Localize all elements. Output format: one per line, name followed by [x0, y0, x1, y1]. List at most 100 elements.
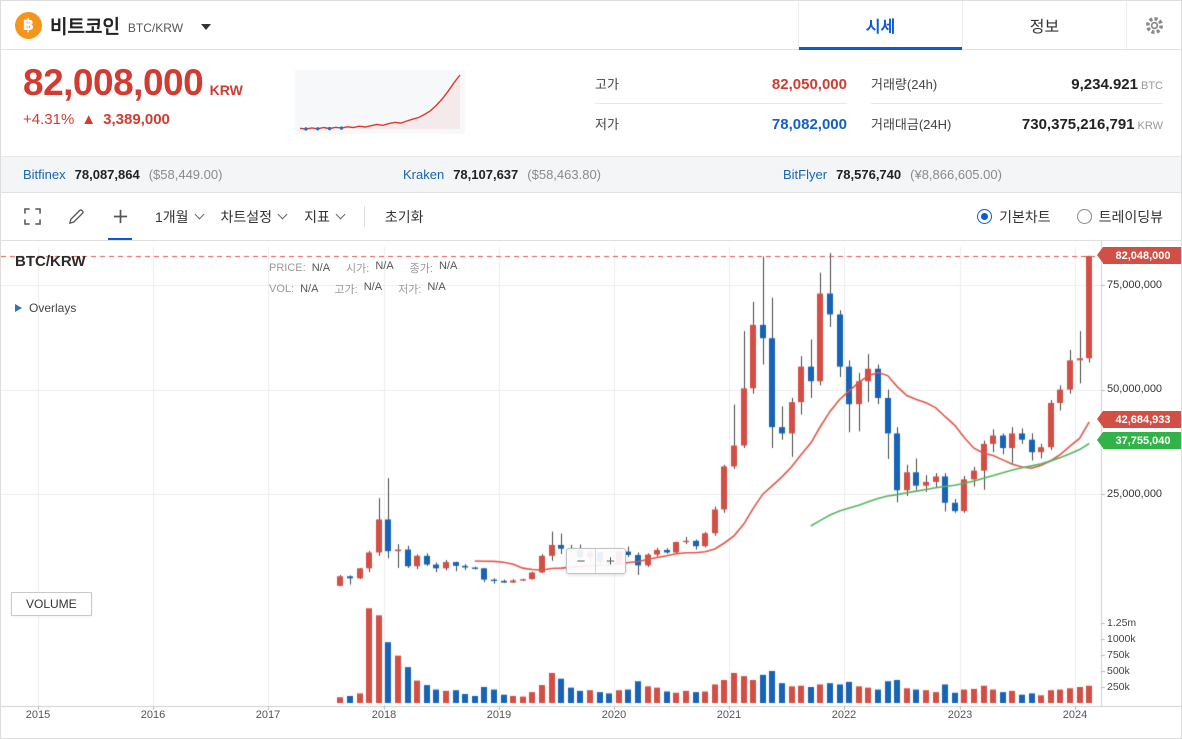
basic-chart-radio[interactable]: 기본차트 [977, 207, 1051, 227]
overlays-toggle[interactable]: Overlays [15, 301, 76, 315]
x-axis-label: 2016 [140, 709, 166, 721]
currency-unit: KRW [209, 82, 243, 98]
reset-label: 초기화 [384, 208, 424, 225]
exchange-name: BitFlyer [783, 167, 828, 182]
volume-column: 거래량(24h) 9,234.921 BTC 거래대금(24H) 730,375,… [871, 64, 1163, 143]
chevron-down-icon [194, 209, 204, 220]
high-price-row: 고가 82,050,000 [595, 64, 847, 104]
chart-settings-label: 차트설정 [220, 208, 273, 225]
legend-vol-value: N/A [300, 282, 319, 295]
market-stats: 고가 82,050,000 저가 78,082,000 거래량(24h) 9,2… [595, 64, 1181, 143]
exchange-price: 78,087,864 [74, 167, 140, 182]
legend-low-key: 저가: [398, 283, 422, 296]
period-dropdown[interactable]: 1개월 [155, 193, 204, 240]
legend-open-key: 시가: [346, 262, 370, 275]
y-axis-label: 50,000,000 [1107, 383, 1163, 395]
candlestick-chart-canvas[interactable] [1, 241, 1181, 738]
volume-label: 거래량(24h) [871, 77, 938, 92]
legend-close-key: 종가: [409, 262, 433, 275]
legend-low-value: N/A [427, 280, 446, 293]
tab-price-label: 시세 [865, 19, 896, 36]
reset-button[interactable]: 초기화 [385, 193, 424, 240]
exchange-name: Kraken [403, 167, 445, 182]
exchange-converted: (¥8,866,605.00) [910, 167, 1002, 182]
coin-selector[interactable]: ฿ 비트코인 BTC/KRW [1, 1, 798, 49]
exchange-bitflyer: BitFlyer 78,576,740 (¥8,866,605.00) [783, 167, 1163, 182]
coin-name: 비트코인 [50, 16, 120, 38]
overlays-label: Overlays [29, 301, 77, 315]
chevron-down-icon [201, 23, 212, 30]
legend-high-value: N/A [363, 280, 383, 293]
change-amount: 3,389,000 [103, 111, 170, 128]
turnover-24h-row: 거래대금(24H) 730,375,216,791 KRW [871, 104, 1163, 143]
chart-toolbar: 1개월 차트설정 지표 초기화 기본차트 트레이딩뷰 [1, 193, 1181, 241]
up-arrow-icon: ▲ [81, 111, 97, 128]
tab-info[interactable]: 정보 [962, 1, 1126, 49]
volume-24h-row: 거래량(24h) 9,234.921 BTC [871, 64, 1163, 104]
chart-settings-dropdown[interactable]: 차트설정 [220, 193, 288, 240]
current-price-block: 82,008,000 KRW +4.31% ▲ 3,389,000 [23, 62, 243, 128]
x-axis-label: 2023 [947, 709, 973, 721]
ohlc-legend: PRICE: N/A 시가: N/A 종가: N/A VOL: N/A 고가: N/A 저… [269, 257, 473, 299]
tradingview-radio[interactable]: 트레이딩뷰 [1076, 207, 1163, 227]
low-value: 78,082,000 [771, 116, 847, 133]
zoom-out-button[interactable]: − [567, 549, 596, 573]
volume-axis-label: 1000k [1107, 633, 1136, 645]
high-value: 82,050,000 [771, 76, 847, 93]
exchange-kraken: Kraken 78,107,637 ($58,463.80) [403, 167, 783, 182]
chart-symbol: BTC/KRW [15, 253, 86, 270]
chevron-down-icon [277, 209, 288, 220]
legend-price-value: N/A [311, 261, 331, 274]
price-section: 82,008,000 KRW +4.31% ▲ 3,389,000 고가 82,… [1, 50, 1181, 156]
volume-value: 9,234.921 BTC [1071, 76, 1163, 93]
chart-zoom-control: − + [566, 548, 626, 574]
current-price: 82,008,000 [23, 62, 204, 103]
x-axis-label: 2021 [716, 709, 742, 721]
fullscreen-button[interactable] [15, 193, 49, 240]
exchange-converted: ($58,449.00) [148, 167, 223, 182]
volume-pane-label: VOLUME [11, 592, 92, 616]
turnover-label: 거래대금(24H) [871, 117, 952, 132]
x-axis-label: 2017 [255, 709, 281, 721]
exchange-name: Bitfinex [23, 167, 66, 182]
ma-green-badge: 37,755,040 [1097, 432, 1181, 449]
y-axis-label: 25,000,000 [1107, 488, 1163, 500]
high-low-column: 고가 82,050,000 저가 78,082,000 [595, 64, 847, 143]
volume-axis-label: 250k [1107, 681, 1130, 693]
radio-icon [1076, 209, 1092, 224]
chevron-down-icon [335, 209, 346, 220]
zoom-in-button[interactable]: + [606, 552, 615, 570]
volume-unit: BTC [1141, 80, 1163, 92]
radio-selected-icon [977, 209, 993, 224]
volume-axis-label: 1.25m [1107, 617, 1137, 629]
gear-icon [1145, 16, 1163, 34]
price-change: +4.31% ▲ 3,389,000 [23, 111, 243, 128]
exchange-price: 78,576,740 [836, 167, 902, 182]
legend-close-value: N/A [438, 259, 458, 272]
x-axis-label: 2019 [486, 709, 512, 721]
turnover-unit: KRW [1137, 120, 1163, 132]
exchange-converted: ($58,463.80) [527, 167, 602, 182]
legend-open-value: N/A [375, 259, 394, 272]
draw-button[interactable] [59, 193, 93, 240]
chart-area: BTC/KRW Overlays PRICE: N/A 시가: N/A 종가: N/A… [1, 241, 1181, 738]
indicators-label: 지표 [304, 208, 330, 225]
legend-price-key: PRICE: [269, 261, 306, 274]
play-triangle-icon [15, 304, 22, 312]
header: ฿ 비트코인 BTC/KRW 시세 정보 [1, 1, 1181, 50]
ma-red-badge: 42,684,933 [1097, 411, 1181, 428]
legend-vol-key: VOL: [269, 282, 295, 295]
exchange-bitfinex: Bitfinex 78,087,864 ($58,449.00) [23, 167, 403, 182]
tab-price[interactable]: 시세 [798, 1, 962, 50]
x-axis-label: 2015 [25, 709, 51, 721]
exchange-price: 78,107,637 [453, 167, 519, 182]
x-axis-label: 2018 [371, 709, 397, 721]
bitcoin-icon: ฿ [15, 11, 42, 39]
indicators-dropdown[interactable]: 지표 [304, 193, 346, 240]
volume-axis-label: 750k [1107, 649, 1130, 661]
settings-button[interactable] [1126, 1, 1181, 49]
turnover-value: 730,375,216,791 KRW [1021, 116, 1163, 133]
current-price-badge: 82,048,000 [1097, 247, 1181, 264]
add-button[interactable] [103, 193, 137, 240]
